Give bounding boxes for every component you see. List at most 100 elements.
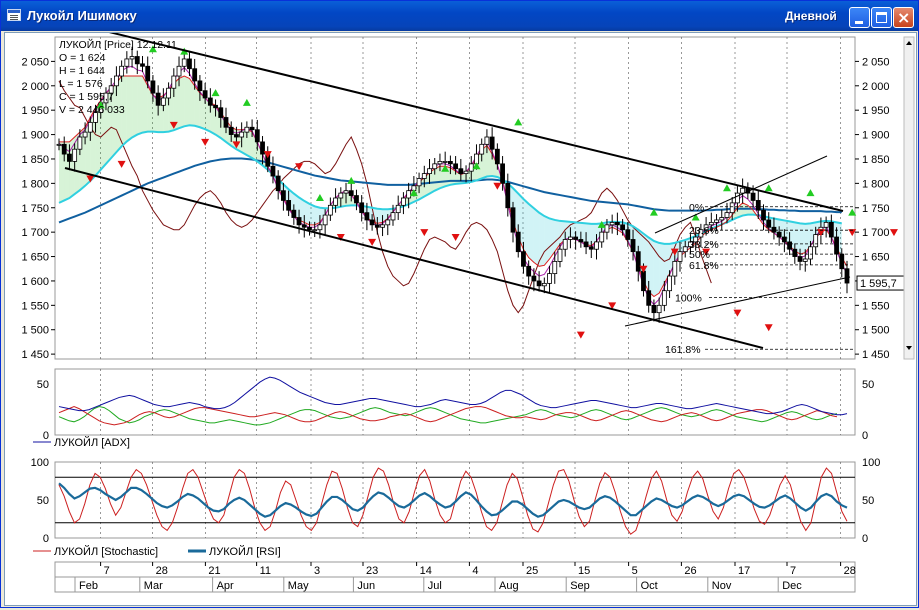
cloud-segment xyxy=(189,78,195,126)
price-ytick-label: 1 500 xyxy=(862,325,890,337)
sell-signal-arrow-icon xyxy=(451,234,460,242)
day-tick-label: 14 xyxy=(420,565,432,577)
candle-body xyxy=(719,217,725,221)
cloud-segment xyxy=(173,78,180,131)
candle-body xyxy=(275,175,281,192)
candle-body xyxy=(228,126,234,135)
sell-signal-arrow-icon xyxy=(733,309,742,317)
maximize-button[interactable] xyxy=(871,7,892,28)
adx-yaxis: 50 50 0 0 xyxy=(37,379,875,442)
candle-body xyxy=(77,136,83,150)
day-tick-label: 11 xyxy=(260,565,271,577)
candle-body xyxy=(56,143,62,146)
scroll-up-icon[interactable] xyxy=(906,41,912,45)
candle-body xyxy=(129,56,135,60)
app-icon[interactable] xyxy=(7,9,21,21)
candle-body xyxy=(614,221,620,226)
price-ytick-label: 1 850 xyxy=(21,154,49,166)
cloud-segment xyxy=(105,88,112,164)
time-axis-days: 7 28 21 11 3 23 14 4 25 15 5 26 17 7 28 xyxy=(100,562,856,577)
fib-level-label: 100% xyxy=(675,293,702,305)
osc-ytick-label: 50 xyxy=(37,495,49,507)
title-bar[interactable]: Лукойл Ишимоку Дневной × xyxy=(1,1,918,31)
candle-body xyxy=(521,251,526,267)
candle-body xyxy=(594,241,599,250)
day-tick-label: 3 xyxy=(314,565,320,577)
slow-moving-average-line xyxy=(58,157,842,224)
candle-body xyxy=(197,80,203,92)
fan-line-lower xyxy=(624,276,851,327)
candle-body xyxy=(155,92,161,106)
adx-ytick-label: 50 xyxy=(37,379,49,391)
price-ytick-label: 1 950 xyxy=(21,105,49,117)
close-button[interactable]: × xyxy=(893,7,914,28)
month-tick-label: Sep xyxy=(570,580,590,592)
day-tick-label: 7 xyxy=(790,565,796,577)
cloud-segment xyxy=(732,207,738,220)
candle-body xyxy=(844,268,850,284)
candle-body xyxy=(562,239,568,250)
sell-signal-arrow-icon xyxy=(232,141,241,149)
sell-signal-arrow-icon xyxy=(420,229,429,237)
cloud-segment xyxy=(377,208,383,224)
candle-body xyxy=(223,117,229,128)
cloud-segment xyxy=(554,219,560,252)
period-label[interactable]: Дневной xyxy=(785,9,837,23)
chart-canvas[interactable]: 2 050 2 000 1 950 1 900 1 850 1 800 1 750 1 700… xyxy=(5,30,916,605)
osc-ytick-label: 50 xyxy=(862,495,874,507)
osc-yaxis: 100 100 50 50 0 0 xyxy=(31,457,881,545)
fibonacci-levels: 0% 23.6% 38.2%50%61.8% 100% 161.8% xyxy=(665,202,853,356)
cloud-segment xyxy=(659,242,665,294)
candle-body xyxy=(364,212,370,221)
candle-body xyxy=(390,212,396,221)
stochastic-legend-label: ЛУКОЙЛ [Stochastic] xyxy=(54,545,158,558)
candle-body xyxy=(160,97,166,106)
candle-body xyxy=(463,170,469,175)
cloud-segment xyxy=(59,141,65,203)
candle-body xyxy=(604,224,610,233)
buy-signal-arrow-icon xyxy=(597,220,606,228)
candle-body xyxy=(72,148,78,162)
day-tick-label: 23 xyxy=(366,565,378,577)
channel-lower-line xyxy=(64,167,764,349)
candle-body xyxy=(813,234,819,248)
cloud-segment xyxy=(544,216,550,266)
adx-plot-frame xyxy=(54,368,856,436)
candle-body xyxy=(479,143,485,155)
candle-body xyxy=(766,219,772,228)
ichimoku-cloud xyxy=(59,76,842,297)
day-tick-label: 17 xyxy=(738,565,750,577)
channel-upper-line xyxy=(104,30,844,212)
scroll-down-icon[interactable] xyxy=(906,346,912,350)
candle-body xyxy=(239,131,245,138)
adx-ytick-label: 0 xyxy=(862,430,868,442)
candle-body xyxy=(82,131,88,138)
candle-body xyxy=(108,85,114,94)
minimize-button[interactable] xyxy=(849,7,870,28)
candle-body xyxy=(740,187,746,194)
adx-panel[interactable]: 50 50 0 0 ЛУКОЙЛ [ADX] xyxy=(33,368,875,449)
candle-body xyxy=(797,256,803,262)
price-scrollbar[interactable] xyxy=(903,36,915,360)
oscillator-panel[interactable]: 100 100 50 50 0 0 ЛУКОЙЛ [Stochastic] ЛУКОЙЛ … xyxy=(31,457,881,558)
candle-body xyxy=(427,168,432,175)
candle-body xyxy=(635,251,641,272)
cloud-segment xyxy=(800,223,806,255)
candle-body xyxy=(802,258,808,262)
cloud-segment xyxy=(664,243,670,284)
month-tick-label: Apr xyxy=(217,580,234,592)
price-ytick-label: 1 700 xyxy=(862,227,890,239)
candle-body xyxy=(176,65,182,77)
buy-signal-arrow-icon xyxy=(848,208,857,216)
candle-body xyxy=(380,224,385,228)
adx-ytick-label: 0 xyxy=(43,430,49,442)
price-scrollbar-track[interactable] xyxy=(903,36,915,360)
candle-body xyxy=(119,65,125,77)
candle-body xyxy=(724,212,730,218)
candle-body xyxy=(494,148,500,165)
price-ytick-label: 1 750 xyxy=(21,203,49,215)
candle-body xyxy=(140,63,145,67)
price-panel[interactable]: 2 050 2 000 1 950 1 900 1 850 1 800 1 750 1 700… xyxy=(21,30,916,361)
sell-signal-arrow-icon xyxy=(201,138,210,146)
